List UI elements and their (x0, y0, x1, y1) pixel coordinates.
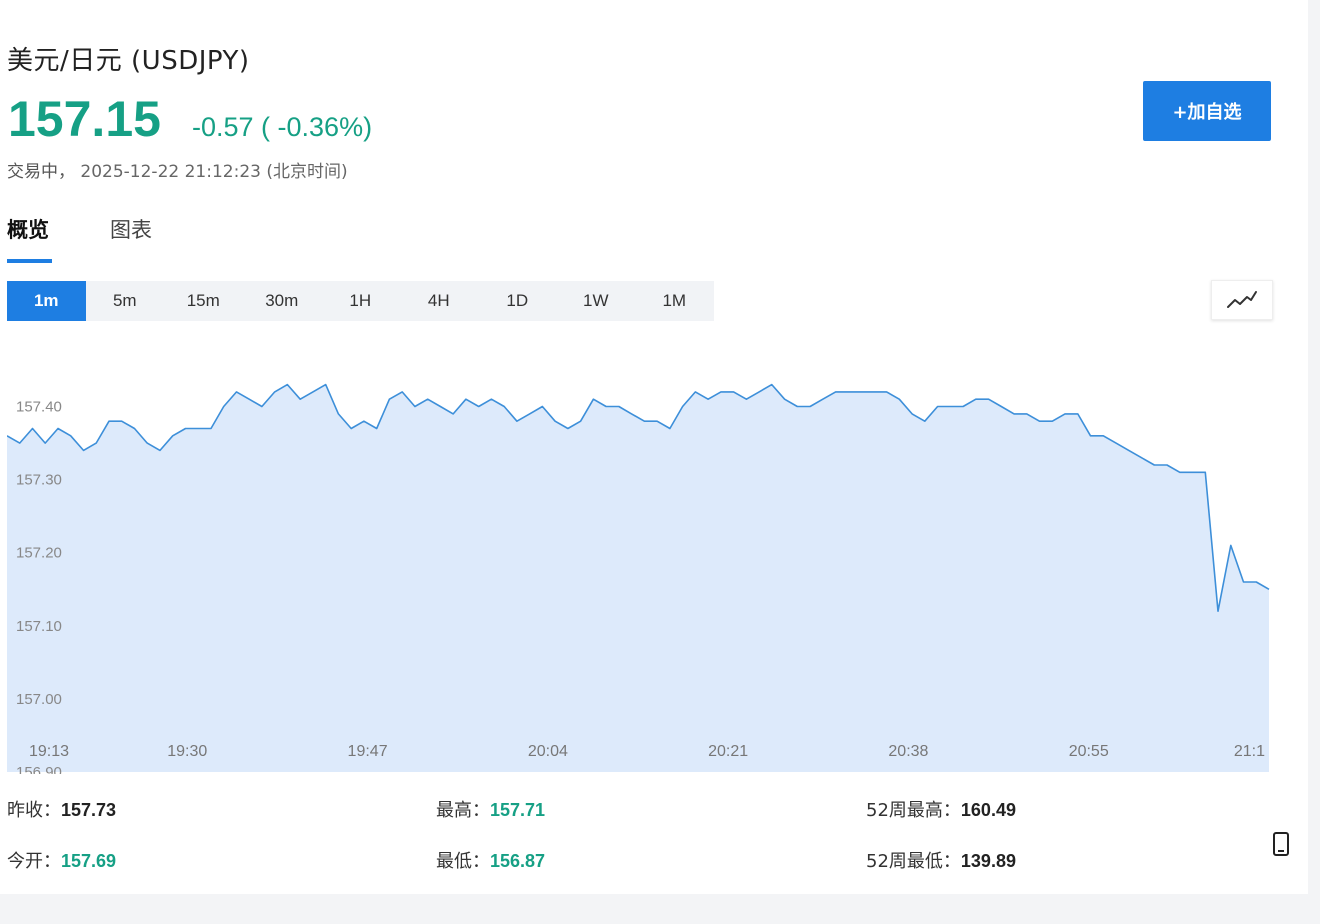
stat-value: 139.89 (960, 851, 1016, 871)
timestamp: 2025-12-22 21:12:23 (北京时间) (80, 162, 348, 182)
y-tick-label: 157.40 (16, 399, 62, 416)
x-tick-label: 20:55 (1069, 743, 1109, 760)
chart-type-toggle[interactable] (1211, 280, 1273, 320)
mobile-icon[interactable] (1272, 832, 1290, 856)
y-tick-label: 157.30 (16, 472, 62, 489)
stat-label: 52周最高： (866, 800, 961, 821)
period-30m[interactable]: 30m (265, 291, 299, 310)
period-selector: 1m 5m 15m 30m 1H 4H 1D 1W 1M (7, 281, 714, 321)
stat-52w-high: 52周最高：160.49 (866, 796, 1016, 822)
y-tick-label: 157.10 (16, 618, 62, 635)
stat-low: 最低：156.87 (436, 847, 545, 873)
price-chart: 157.40 157.30 157.20 157.10 157.00 156.90 19:… (6, 338, 1275, 781)
x-tick-label: 20:04 (528, 743, 568, 760)
price-area (7, 384, 1269, 772)
stat-value: 160.49 (960, 800, 1016, 820)
period-1m[interactable]: 1m (7, 281, 86, 321)
current-price: 157.15 (8, 91, 161, 147)
quote-card: 美元/日元 (USDJPY) 157.15 -0.57 ( -0.36%) 交易… (0, 0, 1308, 894)
price-chart-svg: 157.40 157.30 157.20 157.10 157.00 156.90 19:… (6, 383, 1270, 781)
tab-overview[interactable]: 概览 (7, 218, 49, 242)
stat-label: 最低： (436, 851, 490, 872)
stat-open: 今开：157.69 (7, 847, 116, 873)
market-status: 交易中， 2025-12-22 21:12:23 (北京时间) (7, 157, 348, 182)
x-tick-label: 19:30 (167, 743, 207, 760)
x-tick-label: 21:1 (1234, 743, 1265, 760)
x-tick-label: 19:47 (348, 743, 388, 760)
stat-high: 最高：157.71 (436, 796, 545, 822)
period-5m[interactable]: 5m (112, 291, 137, 310)
period-4h[interactable]: 4H (427, 291, 450, 310)
page-title: 美元/日元 (USDJPY) (7, 46, 250, 76)
stat-label: 52周最低： (866, 851, 961, 872)
y-tick-label: 157.00 (16, 691, 62, 708)
stat-label: 最高： (436, 800, 490, 821)
x-tick-label: 20:38 (888, 743, 928, 760)
x-tick-label: 20:21 (708, 743, 748, 760)
period-1d[interactable]: 1D (506, 291, 529, 310)
period-1h[interactable]: 1H (349, 291, 372, 310)
stat-value: 156.87 (490, 851, 546, 871)
stat-value: 157.71 (490, 800, 546, 820)
stat-label: 今开： (7, 851, 61, 872)
stat-label: 昨收： (7, 800, 61, 821)
stat-prev-close: 昨收：157.73 (7, 796, 116, 822)
y-tick-label: 156.90 (16, 764, 62, 774)
price-line (6, 383, 1270, 612)
y-tick-label: 157.20 (16, 545, 62, 562)
x-tick-label: 19:13 (29, 743, 69, 760)
stat-value: 157.69 (61, 851, 117, 871)
status-label: 交易中， (7, 162, 75, 182)
stats-panel: 昨收：157.73 今开：157.69 最高：157.71 最低：156.87 … (0, 786, 1300, 886)
active-tab-indicator (7, 259, 52, 263)
add-watchlist-button[interactable]: +加自选 (1143, 81, 1271, 141)
tab-chart[interactable]: 图表 (110, 218, 152, 242)
price-change: -0.57 ( -0.36%) (192, 112, 373, 142)
stat-value: 157.73 (61, 800, 117, 820)
period-1w[interactable]: 1W (583, 291, 609, 310)
stat-52w-low: 52周最低：139.89 (866, 847, 1016, 873)
line-chart-icon (1227, 291, 1257, 308)
period-15m[interactable]: 15m (186, 291, 220, 310)
period-1mo[interactable]: 1M (662, 291, 687, 310)
